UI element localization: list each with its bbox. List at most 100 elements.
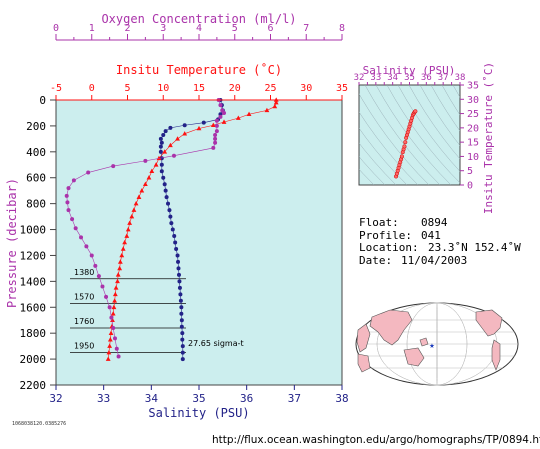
temperature-point [273, 99, 279, 105]
salinity-point [161, 132, 166, 137]
oxygen-point [65, 200, 70, 205]
temperature-point [107, 337, 113, 342]
temperature-tick-label: 30 [300, 83, 312, 94]
temperature-point [127, 220, 133, 225]
profile-label: Profile: [359, 229, 412, 242]
salinity-point [179, 311, 184, 316]
ts-points [393, 109, 418, 179]
oxygen-point [112, 336, 117, 341]
temperature-tick-label: 25 [264, 83, 276, 94]
salinity-point [164, 195, 169, 200]
ts-salinity-tick-label: 33 [370, 73, 381, 83]
series-layer [64, 97, 279, 362]
salinity-point [180, 344, 185, 349]
temperature-point [113, 285, 119, 290]
salinity-point [180, 357, 185, 362]
salinity-point [158, 136, 163, 141]
salinity-point [166, 201, 171, 206]
temperature-point [196, 125, 202, 131]
temperature-point [149, 168, 155, 174]
salinity-point [159, 162, 164, 167]
oxygen-point [109, 315, 114, 320]
salinity-point [180, 350, 185, 355]
salinity-point [161, 175, 166, 180]
temperature-point [117, 265, 123, 271]
oxygen-point [218, 103, 223, 108]
temperature-point [175, 136, 180, 141]
temperature-point [125, 226, 131, 232]
oxygen-point [143, 158, 148, 163]
temperature-tick-label: 35 [336, 83, 348, 94]
ts-point [399, 154, 404, 159]
temperature-point [107, 343, 113, 348]
ts-point [402, 144, 407, 149]
ts-density-contour [441, 85, 460, 116]
salinity-point [159, 169, 164, 174]
oxygen-point [84, 244, 89, 249]
figure-id: 1068038120.0385276 [12, 421, 66, 427]
source-url: http://flux.ocean.washington.edu/argo/ho… [212, 434, 540, 446]
date-label: Date: [359, 254, 392, 267]
oxygen-axis-ticks: 0 1 2 3 4 5 6 7 8 [53, 23, 345, 40]
salinity-point [163, 188, 168, 193]
ts-density-contour [386, 85, 460, 184]
oxygen-point [213, 140, 218, 145]
profile-value: 041 [421, 229, 441, 242]
salinity-point [175, 253, 180, 258]
oxygen-point [213, 136, 218, 141]
salinity-point [179, 305, 184, 310]
oxygen-point [222, 110, 227, 115]
temperature-point [153, 162, 159, 167]
ts-temperature-tick-label: 35 [467, 81, 479, 92]
salinity-point [179, 318, 184, 323]
ts-temperature-tick-label: 25 [467, 109, 479, 120]
float-label: Float: [359, 216, 399, 229]
pressure-tick-label: 200 [26, 120, 46, 133]
temperature-tick-label: 5 [124, 83, 130, 94]
salinity-tick-label: 36 [240, 392, 253, 405]
pressure-tick-label: 1000 [20, 224, 47, 237]
temperature-tick-label: 20 [229, 83, 241, 94]
temperature-point [146, 175, 152, 180]
ts-point [413, 109, 418, 114]
pressure-tick-label: 400 [26, 146, 46, 159]
salinity-point [162, 182, 167, 187]
salinity-axis-title: Salinity (PSU) [148, 406, 249, 420]
salinity-point [170, 227, 175, 232]
temperature-point [111, 304, 117, 310]
ts-density-contour [375, 85, 452, 185]
salinity-profile-line [160, 99, 224, 360]
ts-density-contour [364, 85, 441, 185]
map-land [356, 309, 503, 373]
temperature-point [235, 115, 241, 120]
oxygen-tick-label: 6 [267, 23, 273, 34]
oxygen-tick-label: 4 [196, 23, 202, 34]
temperature-point [122, 239, 128, 245]
ts-density-contour [408, 85, 460, 160]
oxygen-tick-label: 3 [160, 23, 166, 34]
salinity-point [178, 298, 183, 303]
isopycnal-note: 27.65 sigma-t [188, 339, 244, 348]
oxygen-point [211, 145, 216, 150]
ts-salinity-tick-label: 35 [404, 73, 415, 83]
salinity-point [177, 285, 182, 290]
ts-temperature-tick-label: 10 [467, 152, 479, 163]
temperature-point [246, 111, 252, 117]
salinity-point [158, 149, 163, 154]
date-value: 11/04/2003 [401, 254, 467, 267]
oxygen-point [214, 118, 219, 123]
oxygen-point [93, 263, 98, 268]
temperature-point [168, 142, 173, 148]
ts-density-contour [452, 85, 460, 98]
ts-density-contour [359, 156, 386, 185]
ts-plot-area [358, 84, 461, 186]
ts-salinity-tick-label: 34 [387, 73, 398, 83]
salinity-tick-label: 34 [145, 392, 159, 405]
oxygen-tick-label: 8 [339, 23, 345, 34]
oxygen-point [89, 253, 94, 258]
temperature-point [162, 149, 168, 154]
pressure-tick-label: 2200 [20, 379, 47, 392]
ts-density-contour [430, 85, 460, 132]
oxygen-point [79, 235, 84, 240]
